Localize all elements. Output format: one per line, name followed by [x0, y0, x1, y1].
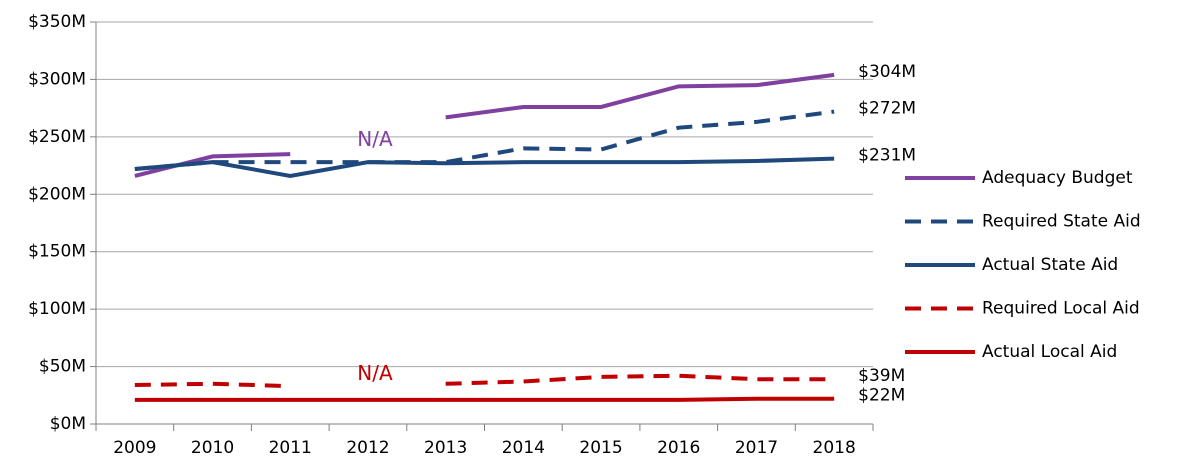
series-line: [134, 381, 291, 389]
x-tick-label: 2013: [424, 438, 467, 458]
legend-label: Actual State Aid: [982, 255, 1118, 275]
series-line: [134, 156, 835, 178]
data-label: $231M: [858, 146, 916, 166]
series-line: [134, 152, 291, 178]
data-label: $304M: [858, 62, 916, 82]
legend-label: Actual Local Aid: [982, 342, 1117, 362]
x-tick-label: 2010: [191, 438, 234, 458]
y-tick-label: $50M: [39, 357, 86, 377]
x-tick-label: 2012: [346, 438, 389, 458]
data-label: $39M: [858, 366, 905, 386]
annotation: N/A: [357, 361, 393, 385]
x-tick-label: 2015: [579, 438, 622, 458]
annotation: N/A: [357, 127, 393, 151]
series-line: [134, 109, 835, 172]
y-tick-label: $300M: [28, 69, 86, 89]
series-line: [445, 72, 835, 120]
data-label: $272M: [858, 99, 916, 119]
series-line: [134, 396, 835, 402]
legend-label: Required State Aid: [982, 212, 1141, 232]
y-tick-label: $350M: [28, 12, 86, 32]
x-tick-label: 2016: [657, 438, 700, 458]
legend-label: Required Local Aid: [982, 299, 1140, 319]
legend-label: Adequacy Budget: [982, 168, 1133, 188]
x-tick-label: 2018: [813, 438, 856, 458]
y-tick-label: $200M: [28, 184, 86, 204]
x-tick-label: 2017: [735, 438, 778, 458]
data-label: $22M: [858, 386, 905, 406]
series-line: [445, 373, 835, 386]
y-tick-label: $100M: [28, 299, 86, 319]
y-tick-label: $150M: [28, 242, 86, 262]
x-tick-label: 2014: [502, 438, 545, 458]
x-tick-label: 2009: [113, 438, 156, 458]
x-tick-label: 2011: [269, 438, 312, 458]
y-tick-label: $250M: [28, 127, 86, 147]
y-tick-label: $0M: [50, 414, 86, 434]
